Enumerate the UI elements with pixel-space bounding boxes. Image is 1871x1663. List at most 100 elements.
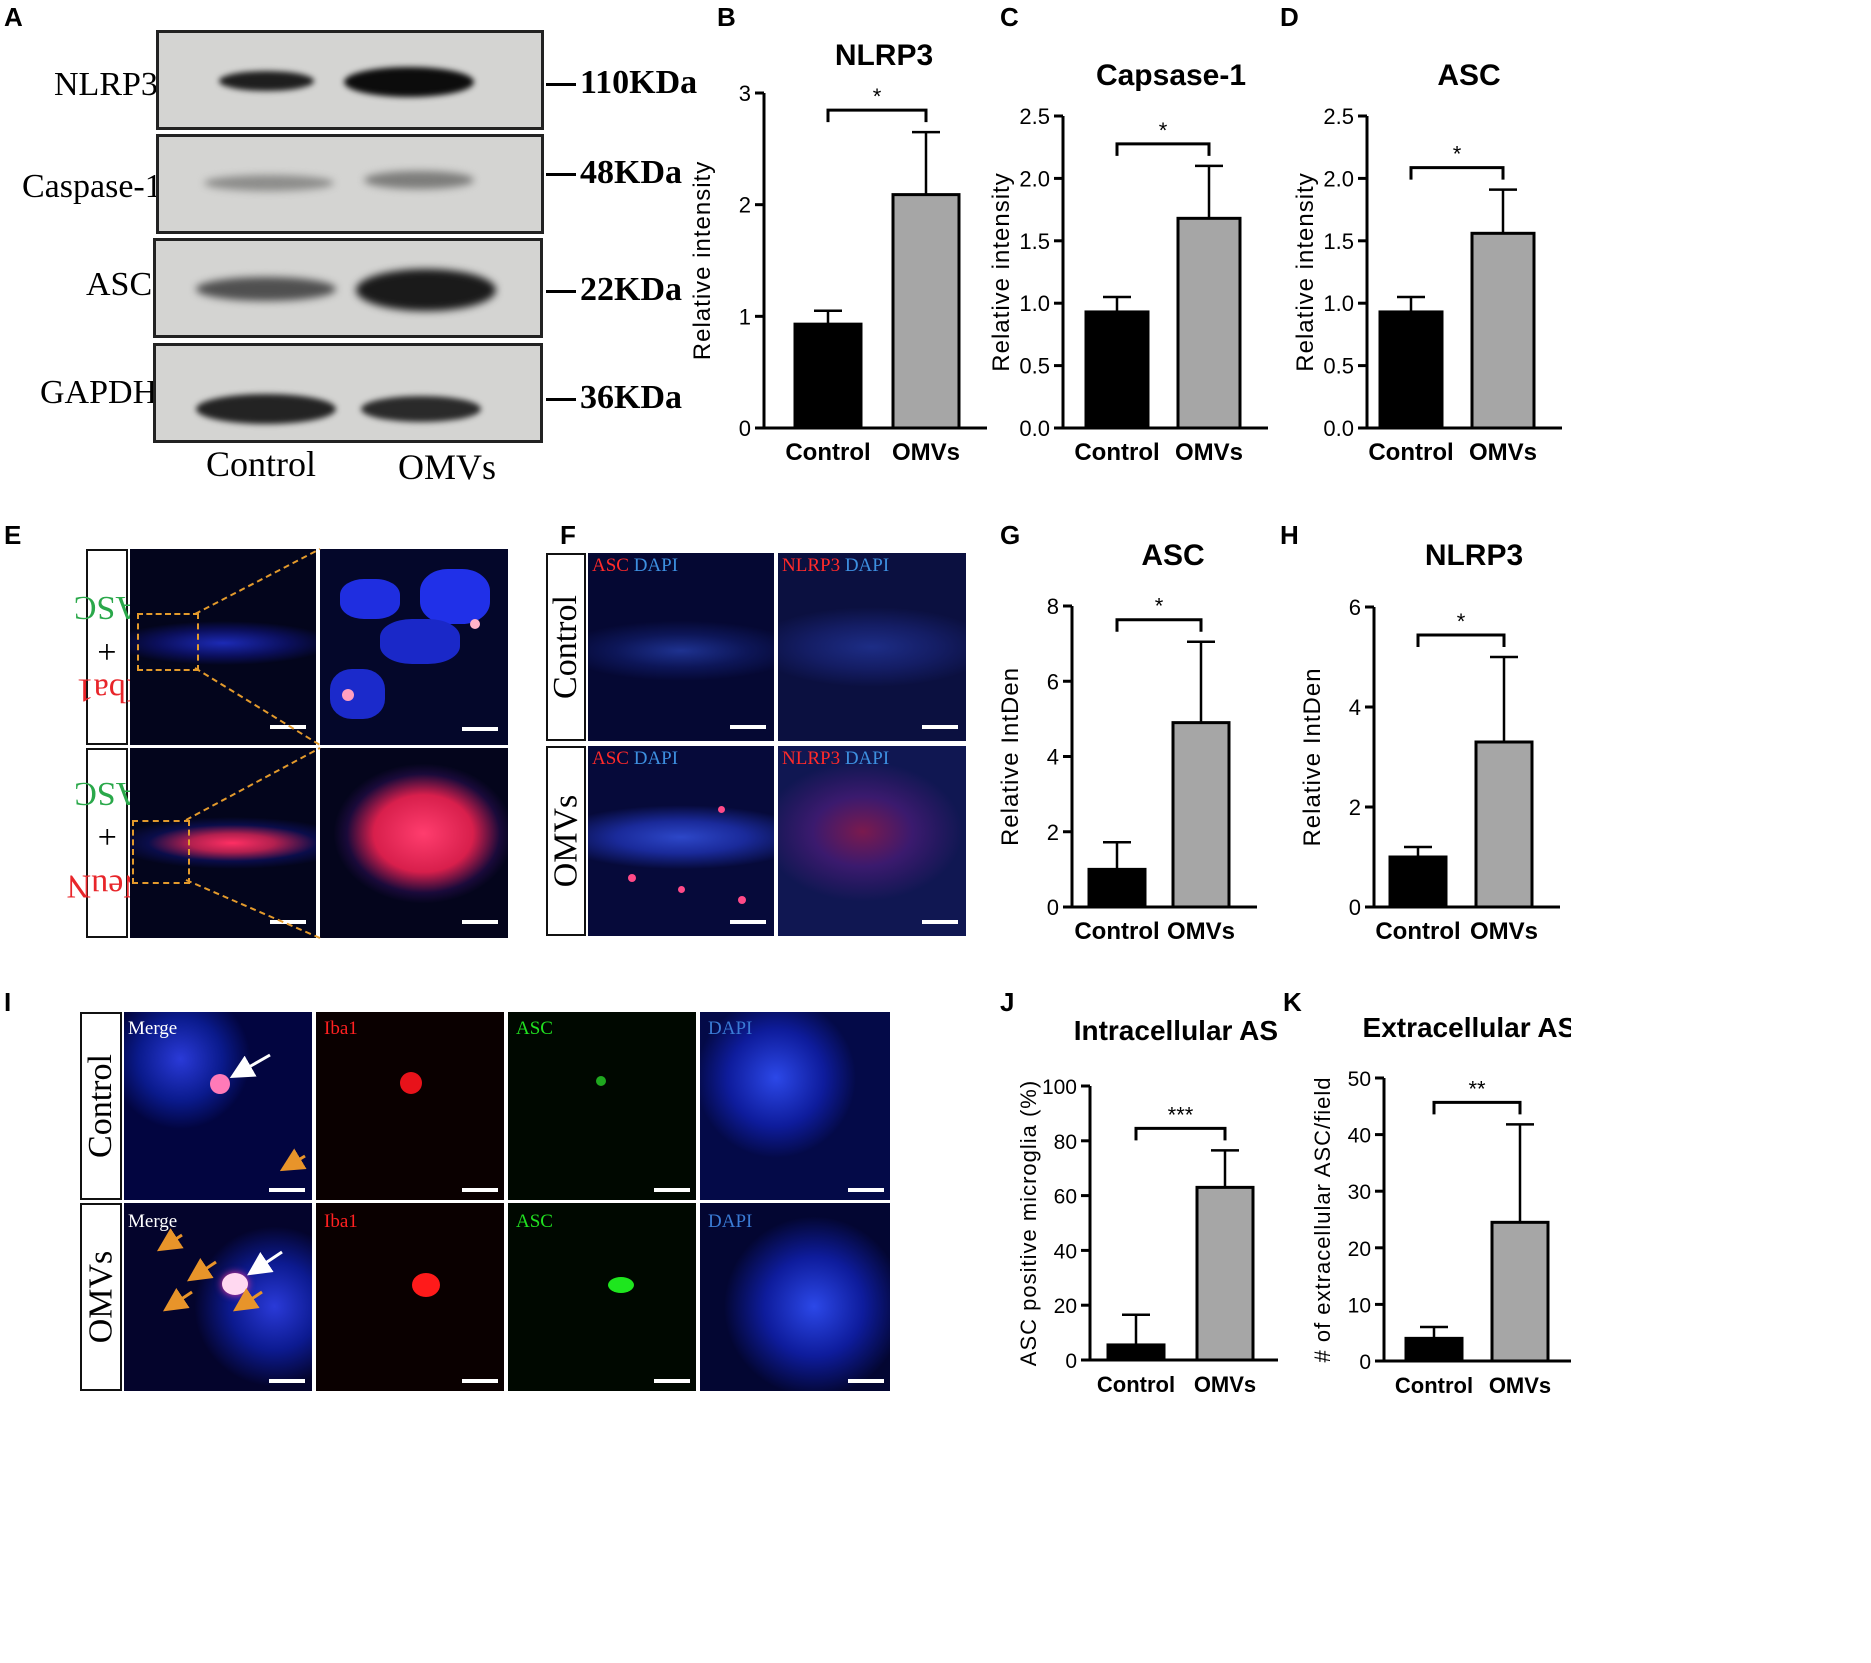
- stain-red: Iba1: [76, 671, 138, 709]
- zoom-box: [132, 820, 190, 884]
- y-tick-label: 40: [1054, 1240, 1077, 1263]
- cell-spot: [342, 689, 354, 701]
- y-tick-label: 10: [1348, 1294, 1371, 1317]
- bar: [1388, 855, 1448, 909]
- y-tick-label: 0: [1047, 895, 1059, 920]
- x-tick-label: OMVs: [1489, 1373, 1551, 1398]
- blot-kda-label: 110KDa: [580, 64, 698, 101]
- row-label: Control: [80, 1012, 122, 1200]
- row-label-text: OMVs: [547, 794, 585, 888]
- y-tick-label: 80: [1054, 1131, 1077, 1154]
- bar: [1106, 1343, 1166, 1362]
- micrograph-zoom: [320, 748, 508, 938]
- y-tick-label: 20: [1348, 1238, 1371, 1261]
- micrograph-asc: ASC: [508, 1012, 696, 1200]
- cell-spot: [596, 1076, 606, 1086]
- blot-strip-nlrp3: [156, 30, 544, 130]
- panel-letter-i: I: [4, 987, 12, 1017]
- y-tick-label: 30: [1348, 1181, 1371, 1204]
- scale-bar: [269, 1188, 305, 1192]
- micrograph: NLRP3 DAPI: [778, 553, 966, 741]
- significance-marker: *: [1159, 118, 1168, 143]
- y-axis-label: Relative IntDen: [1299, 667, 1326, 846]
- y-tick-label: 0.0: [1323, 416, 1354, 441]
- channel-label: Iba1: [324, 1211, 358, 1232]
- significance-bracket: [1409, 166, 1505, 180]
- micrograph: [130, 549, 316, 745]
- row-label-text: Control: [547, 595, 584, 699]
- scale-bar: [848, 1188, 884, 1192]
- blot-band: [196, 277, 336, 301]
- blot-row-label: NLRP3: [54, 66, 158, 103]
- nucleus: [380, 619, 460, 664]
- significance-marker: *: [873, 84, 882, 109]
- bar: [793, 322, 863, 430]
- x-tick-label: Control: [785, 439, 870, 466]
- significance-marker: *: [1155, 594, 1164, 619]
- row-label: OMVs: [546, 746, 586, 936]
- micrograph: ASC DAPI: [588, 746, 774, 936]
- significance-marker: *: [1453, 142, 1462, 167]
- cell-spot: [210, 1074, 230, 1094]
- row-label: OMVs: [80, 1203, 122, 1391]
- panel-letter-e: E: [4, 520, 22, 550]
- chart-nlrp3-blot: NLRP3 0 1 2 3 Relative intensity Control OMVs *: [689, 39, 987, 466]
- bar: [1195, 1185, 1255, 1362]
- micrograph: NLRP3 DAPI: [778, 746, 966, 936]
- panel-letter-d: D: [1280, 2, 1299, 32]
- bar: [1490, 1220, 1550, 1363]
- blot-kda-label: 48KDa: [580, 154, 682, 191]
- y-tick-label: 0: [1359, 1351, 1371, 1374]
- bar: [1470, 231, 1536, 430]
- cell-spot: [222, 1273, 248, 1295]
- y-tick-label: 2: [1047, 820, 1059, 845]
- y-tick-label: 8: [1047, 594, 1059, 619]
- chart-title: ASC: [1437, 59, 1500, 92]
- scale-bar: [269, 1379, 305, 1383]
- panel-letter-j: J: [1000, 987, 1015, 1017]
- significance-bracket: [1134, 1126, 1227, 1141]
- x-tick-label: OMVs: [1167, 918, 1235, 945]
- chart-extracellular-asc: Extracellular ASC 0 10 20 30 40 50 # of extrace…: [1310, 1012, 1571, 1398]
- panel-letter-h: H: [1280, 520, 1299, 550]
- micrograph-merge: Merge: [124, 1012, 312, 1200]
- zoom-box: [137, 613, 199, 671]
- nucleus: [420, 569, 490, 624]
- marker-dash: [546, 290, 576, 293]
- blot-lane-label: Control: [206, 444, 317, 484]
- channel-label-blue: DAPI: [633, 748, 679, 769]
- panel-letter-f: F: [560, 520, 576, 550]
- x-tick-label: Control: [1368, 439, 1453, 466]
- stain-plus: +: [97, 817, 117, 855]
- y-tick-label: 1.5: [1019, 229, 1050, 254]
- scale-bar: [462, 920, 498, 924]
- y-tick-label: 2: [739, 193, 751, 218]
- chart-asc-blot: ASC 0.0 0.5 1.0 1.5 2.0 2.5 Relative intensity C…: [1292, 59, 1562, 466]
- x-tick-label: Control: [1395, 1373, 1473, 1398]
- channel-label: ASC: [516, 1211, 553, 1232]
- cell-spot: [470, 619, 480, 629]
- scale-bar: [922, 920, 958, 924]
- marker-dash: [546, 173, 576, 176]
- y-tick-label: 100: [1042, 1076, 1077, 1099]
- scale-bar: [462, 1188, 498, 1192]
- y-axis-label: Relative intensity: [988, 172, 1015, 371]
- nucleus: [340, 579, 400, 619]
- y-tick-label: 0.5: [1323, 354, 1354, 379]
- y-tick-label: 1: [739, 304, 751, 329]
- y-tick-label: 0: [739, 416, 751, 441]
- panel-letter-c: C: [1000, 2, 1019, 32]
- significance-marker: **: [1468, 1076, 1486, 1101]
- x-tick-label: Control: [1074, 439, 1159, 466]
- y-axis-label: Relative IntDen: [997, 667, 1024, 846]
- cell-spot: [738, 896, 746, 904]
- stain-label: Iba1+ASC: [74, 549, 140, 745]
- blot-band: [344, 67, 474, 97]
- bar: [1087, 867, 1147, 909]
- cell-spot: [628, 874, 636, 882]
- y-tick-label: 20: [1054, 1295, 1077, 1318]
- blot-band: [204, 175, 334, 191]
- micrograph-zoom: [320, 549, 508, 745]
- x-tick-label: OMVs: [1469, 439, 1537, 466]
- row-label: Control: [546, 553, 586, 741]
